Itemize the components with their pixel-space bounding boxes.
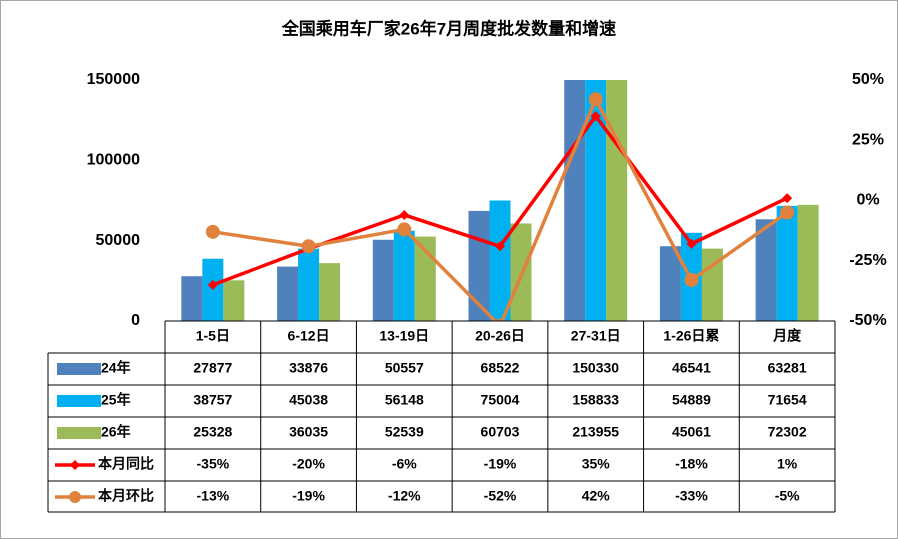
y-tick-label: 150000 bbox=[87, 71, 140, 88]
table-cell: 75004 bbox=[481, 392, 520, 408]
table-cell: 71654 bbox=[768, 392, 807, 408]
marker bbox=[207, 279, 218, 290]
y2-tick-label: 25% bbox=[852, 131, 884, 148]
marker bbox=[399, 209, 410, 220]
marker bbox=[588, 92, 603, 107]
bar bbox=[372, 239, 394, 321]
table-cell: -20% bbox=[292, 456, 325, 472]
bar bbox=[393, 230, 415, 321]
table-cell: 33876 bbox=[289, 360, 328, 376]
table-cell: -35% bbox=[197, 456, 230, 472]
legend-swatch bbox=[57, 427, 101, 439]
bar bbox=[659, 246, 681, 321]
table-cell: 63281 bbox=[768, 360, 807, 376]
x-tick-label: 27-31日 bbox=[571, 328, 621, 344]
y2-tick-label: 0% bbox=[856, 192, 879, 209]
y-tick-label: 50000 bbox=[96, 232, 141, 249]
table-cell: 158833 bbox=[572, 392, 619, 408]
legend-swatch bbox=[57, 395, 101, 407]
bar bbox=[564, 80, 586, 321]
table-cell: -13% bbox=[197, 488, 230, 504]
y2-tick-label: -25% bbox=[849, 252, 886, 269]
table-cell: 150330 bbox=[572, 360, 619, 376]
legend-swatch bbox=[57, 363, 101, 375]
y2-tick-label: -50% bbox=[849, 312, 886, 329]
plot-area bbox=[181, 80, 819, 321]
marker bbox=[301, 239, 316, 254]
marker bbox=[495, 241, 505, 252]
table-cell: 25328 bbox=[193, 424, 232, 440]
x-tick-label: 6-12日 bbox=[288, 328, 330, 344]
legend-marker bbox=[70, 460, 80, 470]
marker bbox=[205, 224, 220, 239]
table-cell: -12% bbox=[388, 488, 421, 504]
table-cell: 56148 bbox=[385, 392, 424, 408]
y2-tick-label: 50% bbox=[852, 71, 884, 88]
table-cell: 213955 bbox=[572, 424, 619, 440]
bar bbox=[489, 200, 511, 321]
y-tick-label: 100000 bbox=[87, 152, 140, 169]
legend-marker bbox=[69, 491, 81, 503]
bar bbox=[776, 205, 798, 321]
bar bbox=[606, 80, 628, 321]
table-cell: 72302 bbox=[768, 424, 807, 440]
bar bbox=[223, 280, 245, 321]
table-cell: 46541 bbox=[672, 360, 711, 376]
bar bbox=[181, 276, 203, 321]
table-cell: 54889 bbox=[672, 392, 711, 408]
bar bbox=[755, 219, 777, 321]
table-cell: -5% bbox=[775, 488, 800, 504]
bar bbox=[701, 248, 723, 321]
y-tick-label: 0 bbox=[131, 312, 140, 329]
table-cell: 36035 bbox=[289, 424, 328, 440]
marker bbox=[782, 193, 793, 204]
bar bbox=[277, 266, 299, 321]
table-cell: -19% bbox=[484, 456, 517, 472]
marker bbox=[686, 238, 697, 249]
marker bbox=[397, 222, 412, 237]
bar bbox=[319, 263, 341, 321]
x-tick-label: 1-26日累 bbox=[663, 328, 719, 344]
table-cell: 68522 bbox=[481, 360, 520, 376]
table-cell: 1% bbox=[777, 456, 798, 472]
table-cell: -18% bbox=[675, 456, 708, 472]
marker bbox=[684, 273, 699, 288]
table-cell: 45061 bbox=[672, 424, 711, 440]
bar bbox=[298, 248, 320, 321]
table-cell: 42% bbox=[582, 488, 611, 504]
marker bbox=[590, 111, 601, 122]
table-cell: 45038 bbox=[289, 392, 328, 408]
table-cell: 27877 bbox=[193, 360, 232, 376]
table-cell: 38757 bbox=[193, 392, 232, 408]
table-cell: -33% bbox=[675, 488, 708, 504]
x-tick-label: 13-19日 bbox=[379, 328, 429, 344]
bar bbox=[585, 80, 607, 321]
marker bbox=[780, 205, 795, 220]
x-tick-label: 20-26日 bbox=[475, 328, 525, 344]
legend-label: 本月环比 bbox=[98, 488, 154, 504]
marker bbox=[494, 318, 506, 321]
table-cell: 50557 bbox=[385, 360, 424, 376]
x-tick-label: 1-5日 bbox=[196, 328, 230, 344]
table-cell: -52% bbox=[484, 488, 517, 504]
legend-label: 本月同比 bbox=[98, 456, 154, 472]
legend-label: 24年 bbox=[101, 360, 131, 376]
table-cell: 60703 bbox=[481, 424, 520, 440]
table-cell: 35% bbox=[582, 456, 611, 472]
legend-label: 26年 bbox=[101, 424, 131, 440]
chart-title: 全国乘用车厂家26年7月周度批发数量和增速 bbox=[281, 18, 616, 38]
bar bbox=[797, 204, 819, 321]
legend-label: 25年 bbox=[101, 392, 131, 408]
table-cell: -6% bbox=[392, 456, 417, 472]
table-cell: 52539 bbox=[385, 424, 424, 440]
x-tick-label: 月度 bbox=[772, 328, 802, 344]
table-cell: -19% bbox=[292, 488, 325, 504]
bar bbox=[202, 258, 224, 321]
